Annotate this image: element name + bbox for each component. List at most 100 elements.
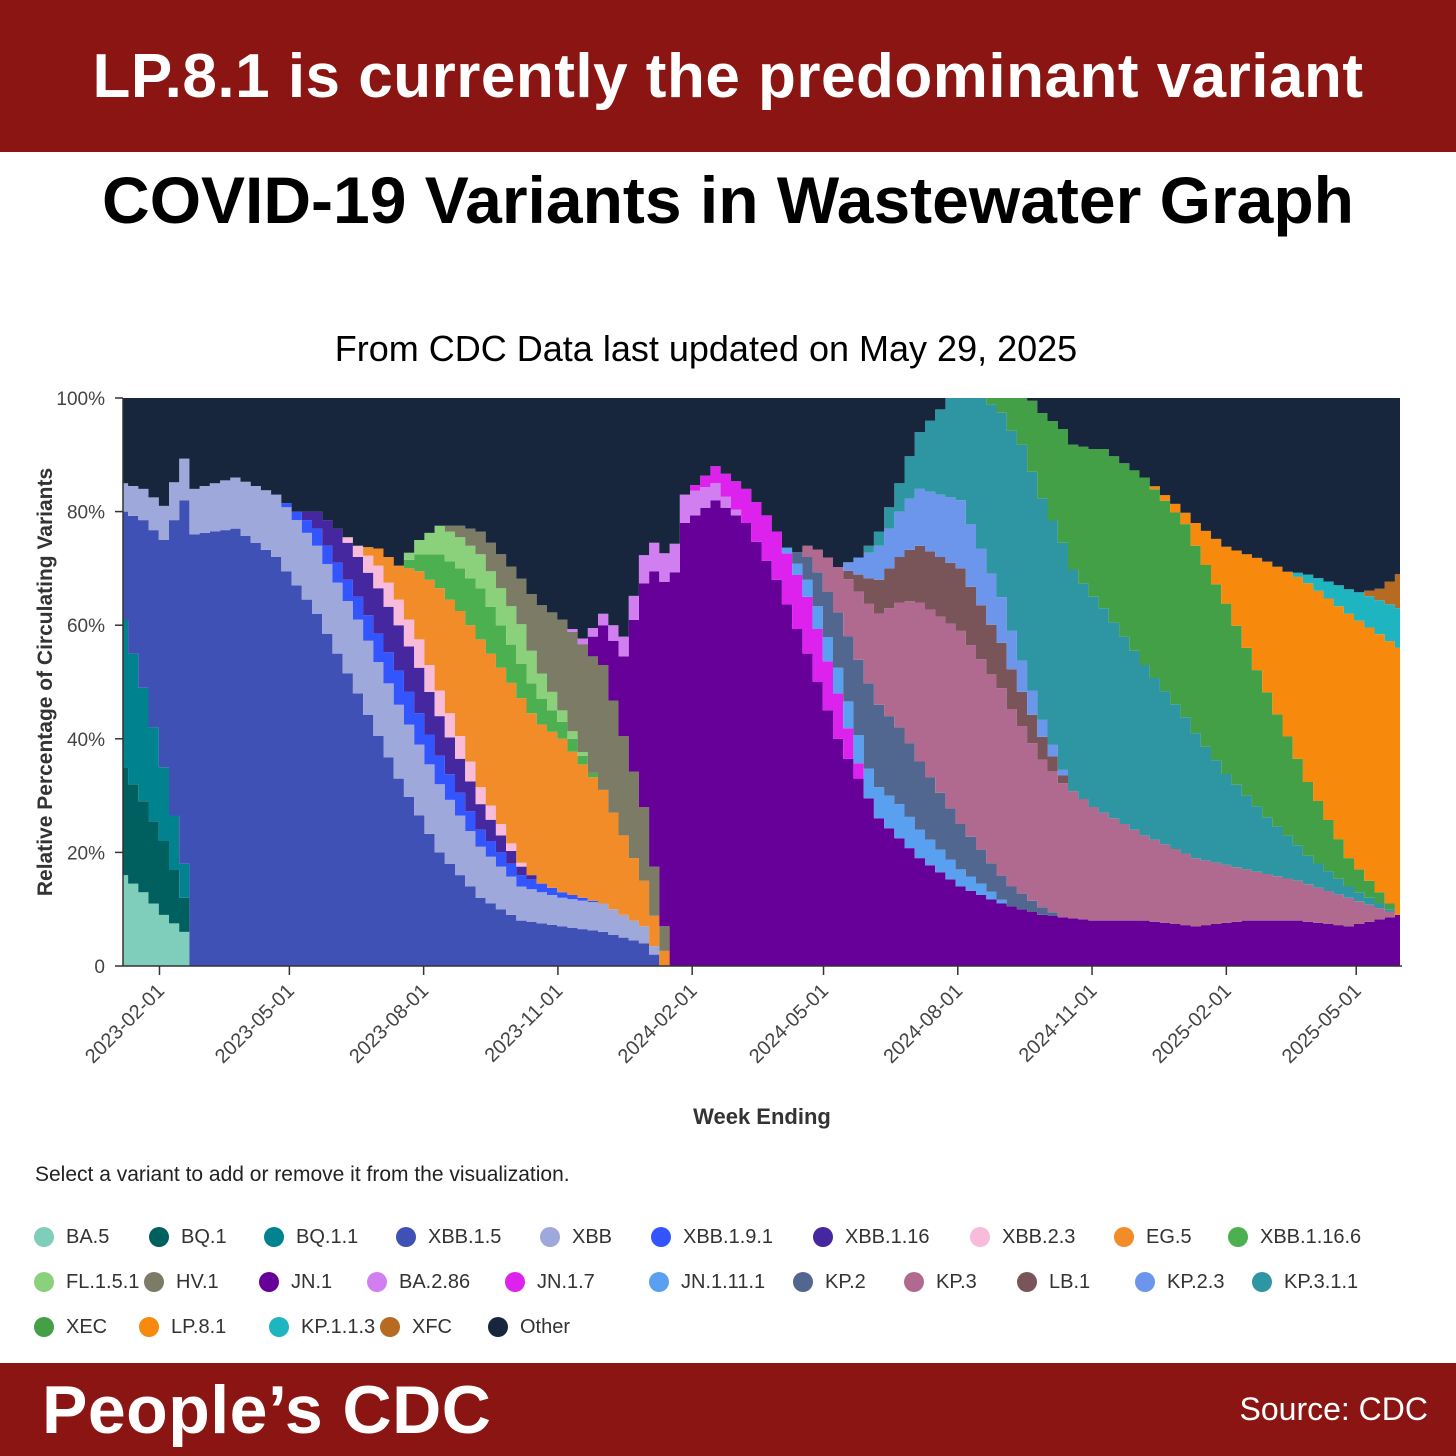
- series-area-xbb-1-16-6: [123, 458, 1400, 966]
- series-area-other: [123, 398, 1400, 639]
- legend-instruction: Select a variant to add or remove it fro…: [35, 1163, 570, 1186]
- x-tick-label: 2024-02-01: [614, 980, 702, 1068]
- legend-label: XFC: [412, 1315, 452, 1338]
- legend-item-hv-1[interactable]: HV.1: [144, 1267, 219, 1297]
- legend-item-jn-1[interactable]: JN.1: [259, 1267, 332, 1297]
- legend-item-xfc[interactable]: XFC: [380, 1312, 452, 1342]
- legend-label: JN.1: [291, 1270, 333, 1293]
- legend-item-xbb[interactable]: XBB: [540, 1222, 612, 1252]
- legend-swatch-icon: [904, 1272, 924, 1292]
- legend-swatch-icon: [264, 1227, 284, 1247]
- legend-swatch-icon: [793, 1272, 813, 1292]
- legend-item-kp-3-1-1[interactable]: KP.3.1.1: [1252, 1267, 1358, 1297]
- legend-label: HV.1: [176, 1270, 219, 1293]
- legend-swatch-icon: [1228, 1227, 1248, 1247]
- source-credit: Source: CDC: [1239, 1391, 1429, 1427]
- plot-areas: [123, 398, 1400, 966]
- legend-label: XBB.1.16: [845, 1225, 930, 1248]
- legend-item-eg-5[interactable]: EG.5: [1114, 1222, 1192, 1252]
- legend-swatch-icon: [505, 1272, 525, 1292]
- x-axis-label: Week Ending: [693, 1104, 831, 1129]
- legend-item-bq-1[interactable]: BQ.1: [149, 1222, 227, 1252]
- y-axis-label: Relative Percentage of Circulating Varia…: [34, 468, 57, 896]
- legend-item-xbb-1-5[interactable]: XBB.1.5: [396, 1222, 501, 1252]
- legend-item-xbb-2-3[interactable]: XBB.2.3: [970, 1222, 1075, 1252]
- legend-item-jn-1-11-1[interactable]: JN.1.11.1: [649, 1267, 765, 1297]
- legend-label: JN.1.7: [537, 1270, 595, 1293]
- legend-swatch-icon: [813, 1227, 833, 1247]
- legend-label: LB.1: [1049, 1270, 1091, 1293]
- x-tick-label: 2024-11-01: [1015, 980, 1102, 1067]
- top-banner: LP.8.1 is currently the predominant vari…: [0, 0, 1456, 152]
- series-area-jn-1-7: [123, 458, 1400, 927]
- legend-label: LP.8.1: [171, 1315, 227, 1338]
- legend-item-kp-2[interactable]: KP.2: [793, 1267, 866, 1297]
- x-tick-label: 2025-05-01: [1278, 980, 1366, 1068]
- legend-item-lb-1[interactable]: LB.1: [1017, 1267, 1090, 1297]
- chart-title: COVID-19 Variants in Wastewater Graph: [102, 163, 1354, 237]
- legend-item-jn-1-7[interactable]: JN.1.7: [505, 1267, 595, 1297]
- legend-label: EG.5: [1146, 1225, 1192, 1248]
- legend-swatch-icon: [396, 1227, 416, 1247]
- legend-label: KP.1.1.3: [301, 1315, 376, 1338]
- legend-item-lp-8-1[interactable]: LP.8.1: [139, 1312, 226, 1342]
- legend-item-xec[interactable]: XEC: [34, 1312, 107, 1342]
- legend-swatch-icon: [259, 1272, 279, 1292]
- legend-label: KP.2: [825, 1270, 866, 1293]
- banner-headline: LP.8.1 is currently the predominant vari…: [92, 41, 1364, 111]
- legend-item-xbb-1-9-1[interactable]: XBB.1.9.1: [651, 1222, 773, 1252]
- legend-item-fl-1-5-1[interactable]: FL.1.5.1: [34, 1267, 139, 1297]
- legend-item-kp-1-1-3[interactable]: KP.1.1.3: [269, 1312, 375, 1342]
- legend-label: XBB.1.5: [428, 1225, 502, 1248]
- y-tick-label: 60%: [67, 616, 105, 637]
- legend-label: XBB.1.9.1: [683, 1225, 774, 1248]
- legend-item-kp-2-3[interactable]: KP.2.3: [1135, 1267, 1224, 1297]
- legend-swatch-icon: [269, 1317, 289, 1337]
- legend-swatch-icon: [139, 1317, 159, 1337]
- brand-logo-text: People’s CDC: [42, 1372, 492, 1448]
- legend-label: FL.1.5.1: [66, 1270, 140, 1293]
- legend-label: BA.5: [66, 1225, 110, 1248]
- legend-swatch-icon: [1135, 1272, 1155, 1292]
- legend-label: XBB.2.3: [1002, 1225, 1076, 1248]
- legend-label: Other: [520, 1315, 571, 1338]
- legend-item-kp-3[interactable]: KP.3: [904, 1267, 977, 1297]
- x-tick-label: 2025-02-01: [1148, 980, 1236, 1068]
- legend-item-bq-1-1[interactable]: BQ.1.1: [264, 1222, 358, 1252]
- legend-item-xbb-1-16-6[interactable]: XBB.1.16.6: [1228, 1222, 1361, 1252]
- legend-label: KP.3.1.1: [1284, 1270, 1359, 1293]
- legend-swatch-icon: [540, 1227, 560, 1247]
- legend-swatch-icon: [651, 1227, 671, 1247]
- legend-swatch-icon: [970, 1227, 990, 1247]
- legend-swatch-icon: [149, 1227, 169, 1247]
- legend-item-ba-2-86[interactable]: BA.2.86: [367, 1267, 470, 1297]
- legend-swatch-icon: [488, 1317, 508, 1337]
- legend-label: XEC: [66, 1315, 108, 1338]
- legend-label: BQ.1: [181, 1225, 227, 1248]
- y-tick-label: 100%: [56, 389, 105, 410]
- legend-item-ba-5[interactable]: BA.5: [34, 1222, 109, 1252]
- chart-subtitle: From CDC Data last updated on May 29, 20…: [334, 328, 1078, 369]
- legend-swatch-icon: [144, 1272, 164, 1292]
- series-area-xbb: [123, 458, 1400, 966]
- bottom-banner: People’s CDC Source: CDC: [0, 1363, 1456, 1456]
- legend-label: JN.1.11.1: [681, 1270, 766, 1293]
- legend-swatch-icon: [1252, 1272, 1272, 1292]
- legend-swatch-icon: [649, 1272, 669, 1292]
- legend-item-other[interactable]: Other: [488, 1312, 570, 1342]
- legend-swatch-icon: [1114, 1227, 1134, 1247]
- legend-swatch-icon: [34, 1272, 54, 1292]
- legend-label: XBB: [572, 1225, 613, 1248]
- legend-swatch-icon: [367, 1272, 387, 1292]
- legend-swatch-icon: [380, 1317, 400, 1337]
- x-tick-label: 2023-08-01: [345, 980, 433, 1068]
- series-area-kp-3: [123, 458, 1400, 927]
- legend-swatch-icon: [34, 1227, 54, 1247]
- legend-swatch-icon: [1017, 1272, 1037, 1292]
- y-tick-label: 20%: [67, 843, 105, 864]
- series-area-xec: [123, 398, 1400, 915]
- stacked-area-chart: 0 20% 40% 60% 80% 100% 2023-02-01 2023-05-01 202…: [34, 389, 1402, 1129]
- x-tick-label: 2023-05-01: [211, 980, 299, 1068]
- legend-swatch-icon: [34, 1317, 54, 1337]
- legend-item-xbb-1-16[interactable]: XBB.1.16: [813, 1222, 930, 1252]
